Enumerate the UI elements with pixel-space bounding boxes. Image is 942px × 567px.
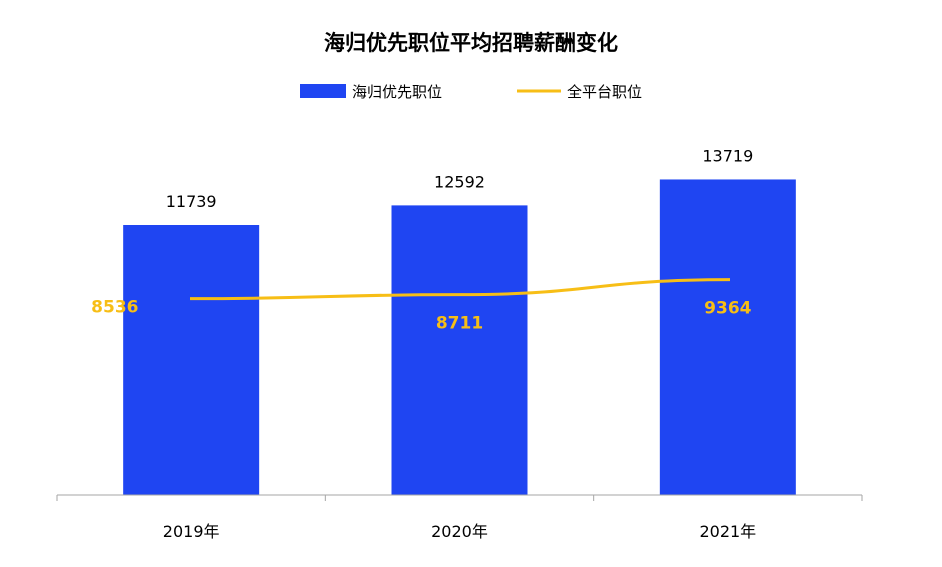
bar	[659, 179, 796, 495]
legend-label-line: 全平台职位	[567, 83, 642, 101]
bar-value-label: 11739	[166, 192, 217, 211]
legend-label-bar: 海归优先职位	[352, 83, 442, 101]
bar	[123, 225, 260, 496]
legend: 海归优先职位 全平台职位	[300, 83, 642, 101]
x-tick-label: 2020年	[431, 522, 488, 541]
line-series	[189, 278, 731, 301]
line-value-label: 9364	[704, 299, 751, 319]
x-axis: 2019年 2020年 2021年	[56, 494, 863, 541]
x-tick-label: 2019年	[163, 522, 220, 541]
bar-value-label: 13719	[702, 146, 753, 165]
bar-value-labels: 11739 12592 13719	[166, 146, 754, 211]
x-axis-ticks	[56, 495, 863, 501]
line-value-label: 8711	[436, 314, 483, 334]
bar-value-label: 12592	[434, 172, 485, 191]
x-axis-labels: 2019年 2020年 2021年	[163, 522, 756, 541]
x-tick-label: 2021年	[699, 522, 756, 541]
line-value-label: 8536	[91, 298, 138, 318]
bar	[391, 205, 528, 495]
legend-swatch-bar	[300, 84, 346, 98]
bar-series	[123, 179, 796, 496]
chart-title: 海归优先职位平均招聘薪酬变化	[324, 31, 618, 55]
line-value-labels: 8536 8711 9364	[91, 298, 751, 334]
